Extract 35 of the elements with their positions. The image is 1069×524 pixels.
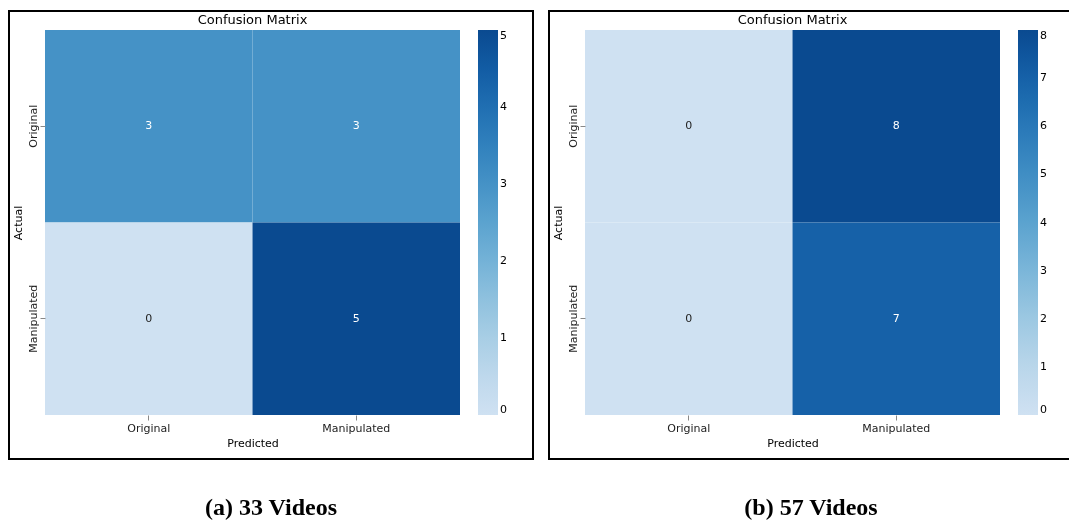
color-bar-label: 1 bbox=[500, 331, 507, 344]
color-bar-label: 8 bbox=[1040, 29, 1047, 42]
data-label: 0 bbox=[145, 311, 153, 325]
x-tick-label: Manipulated bbox=[862, 421, 931, 435]
x-tick-label: Original bbox=[127, 421, 171, 435]
x-axis-title: Predicted bbox=[767, 436, 819, 450]
color-bar-label: 0 bbox=[1040, 403, 1047, 416]
color-bar-label: 3 bbox=[1040, 263, 1047, 277]
data-label: 3 bbox=[352, 119, 360, 133]
x-tick-label: Original bbox=[667, 421, 711, 435]
color-bar-label: 2 bbox=[1040, 311, 1047, 325]
color-bar-label: 7 bbox=[1040, 71, 1047, 85]
color-bar-label: 4 bbox=[500, 100, 507, 113]
color-bar-label: 4 bbox=[1040, 215, 1047, 229]
data-label: 8 bbox=[892, 119, 900, 133]
data-label: 7 bbox=[892, 311, 900, 325]
x-axis-title: Predicted bbox=[227, 436, 279, 450]
x-tick-label: Manipulated bbox=[322, 421, 391, 435]
color-bar-label: 1 bbox=[1040, 359, 1047, 373]
y-axis-title: Actual bbox=[11, 205, 25, 241]
data-label: 3 bbox=[145, 119, 153, 133]
data-label: 0 bbox=[685, 119, 693, 133]
y-axis-title: Actual bbox=[551, 205, 565, 241]
chart-title: Confusion Matrix bbox=[737, 12, 848, 27]
text: (a) 33 Videos bbox=[204, 494, 338, 521]
color-bar-label: 6 bbox=[1040, 119, 1047, 133]
color-bar-label: 0 bbox=[500, 403, 507, 416]
chart-title: Confusion Matrix bbox=[197, 12, 308, 27]
color-bar-label: 5 bbox=[1040, 167, 1047, 181]
color-bar-label: 5 bbox=[500, 29, 507, 42]
color-bar-label: 3 bbox=[500, 177, 507, 190]
text: (b) 57 Videos bbox=[743, 494, 879, 521]
data-label: 0 bbox=[685, 311, 693, 325]
data-label: 5 bbox=[352, 311, 360, 325]
color-bar-label: 2 bbox=[500, 254, 507, 267]
